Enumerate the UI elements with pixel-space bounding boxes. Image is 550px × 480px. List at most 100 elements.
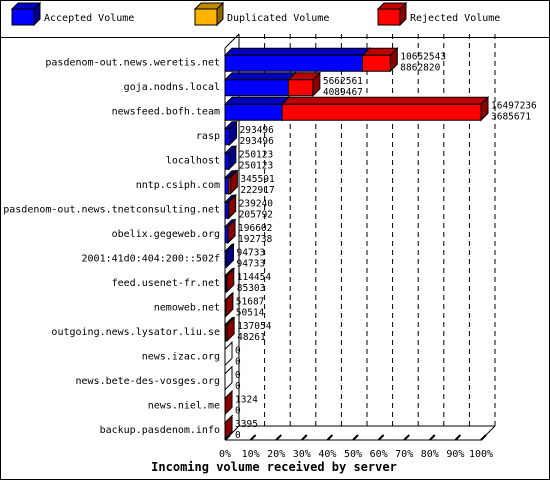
x-tick-mark [377,434,385,441]
x-axis-ticks: 0% 10% 20% 30% 40% 50% 60% 70% 80% 90% 100% [219,434,493,460]
bar-row [223,267,235,293]
bar-row [223,390,234,416]
y-tick-label: backup.pasdenom.info [100,425,220,436]
x-tick-label: 90% [446,449,464,460]
legend-label: Rejected Volume [410,13,500,24]
value-label-total: 345591 [240,174,275,185]
bar-rejected [226,218,237,244]
chart-title: Incoming volume received by server [151,460,397,474]
bar-row [223,194,237,220]
bar-accepted-top [223,96,291,105]
value-label-total: 0 [235,345,241,356]
bar-rejected-face [227,177,231,195]
value-label-accepted: 85303 [237,283,266,294]
x-tick-mark [429,434,436,441]
bar-rejected-face [225,324,228,342]
x-tick-mark [224,434,231,441]
value-label-total: 51687 [236,296,265,307]
y-tick-label: obelix.gegeweb.org [112,229,220,240]
value-label-accepted: 250123 [239,160,273,171]
x-tick-mark [249,434,257,441]
bar-accepted [223,71,297,97]
y-tick-label: news.bete-des-vosges.org [76,376,221,387]
y-tick-label: rasp [196,131,220,142]
x-tick-label: 10% [242,449,260,460]
x-tick-mark [480,434,487,441]
legend-label: Accepted Volume [44,13,134,24]
legend-label: Duplicated Volume [227,13,329,24]
y-tick-label: localhost [166,155,220,166]
bar-accepted-face [224,177,229,195]
bar-rejected-face [362,54,391,72]
value-label-accepted: 0 [235,430,241,441]
value-label-total: 1324 [235,394,258,405]
x-tick-label: 50% [344,449,362,460]
bar-rejected [223,390,234,416]
bar-accepted [223,243,235,269]
value-label-total: 0 [235,370,241,381]
x-tick-mark [326,434,334,441]
bar-row [223,47,399,73]
bar-rejected-face [287,79,314,97]
value-label-accepted: 192738 [238,234,273,245]
bar-rejected [280,96,490,122]
value-label-accepted: 0 [235,356,241,367]
bar-accepted-face [224,54,364,72]
y-tick-label: feed.usenet-fr.net [112,278,220,289]
x-tick-mark [301,434,308,441]
bar-accepted-face [224,152,230,170]
legend-item: Accepted Volume [10,1,134,27]
bar-row [223,145,238,171]
value-label-accepted: 4089467 [323,87,363,98]
value-label-total: 10652543 [400,51,446,62]
x-tick-label: 30% [293,449,311,460]
bar-row [224,365,233,391]
bar-row [223,96,490,122]
value-label-accepted: 0 [235,381,241,392]
value-label-total: 114454 [237,272,272,283]
y-tick-label: news.izac.org [142,351,220,362]
y-tick-label: pasdenom-out.news.tnetconsulting.net [3,204,220,215]
value-label-accepted: 222917 [240,185,274,196]
y-tick-label: newsfeed.bofh.team [112,106,220,117]
x-tick-label: 40% [318,449,336,460]
value-label-accepted: 94733 [236,258,265,269]
bar-rejected [226,194,237,220]
bar-empty [224,365,233,391]
bar-rejected [224,316,236,342]
x-tick-label: 60% [370,449,388,460]
y-tick-label: news.niel.me [148,400,220,411]
value-label-total: 3395 [235,419,258,430]
bar-accepted-face [224,79,289,97]
y-axis-labels: pasdenom-out.news.weretis.net goja.nodns.… [3,57,220,436]
x-tick-mark [275,434,282,441]
value-label-total: 16497236 [491,100,537,111]
bar-rejected-face [227,201,230,219]
value-label-accepted: 50514 [236,307,265,318]
y-tick-label: goja.nodns.local [124,82,220,93]
bar-rejected [225,267,235,293]
bar-empty [224,341,233,367]
bar-accepted [223,120,238,146]
value-label-accepted: 3685671 [491,111,531,122]
y-tick-label: nemoweb.net [154,302,220,313]
value-label-accepted: 48261 [237,332,266,343]
bar-row [223,316,236,342]
value-label-total: 250123 [239,149,273,160]
legend-item: Rejected Volume [376,1,500,27]
bar-row [223,243,235,269]
bar-accepted-face [224,250,227,268]
bar-accepted-face [224,103,283,121]
y-tick-label: outgoing.news.lysator.liu.se [51,327,220,338]
x-tick-label: 100% [469,449,493,460]
bar-row [223,218,237,244]
x-tick-mark [352,434,359,441]
value-label-accepted: 0 [235,405,241,416]
legend: Accepted Volume Duplicated Volume Rejected… [10,1,500,27]
bar-rejected-face [281,103,482,121]
value-label-total: 5662561 [323,76,363,87]
legend-item: Duplicated Volume [193,1,329,27]
